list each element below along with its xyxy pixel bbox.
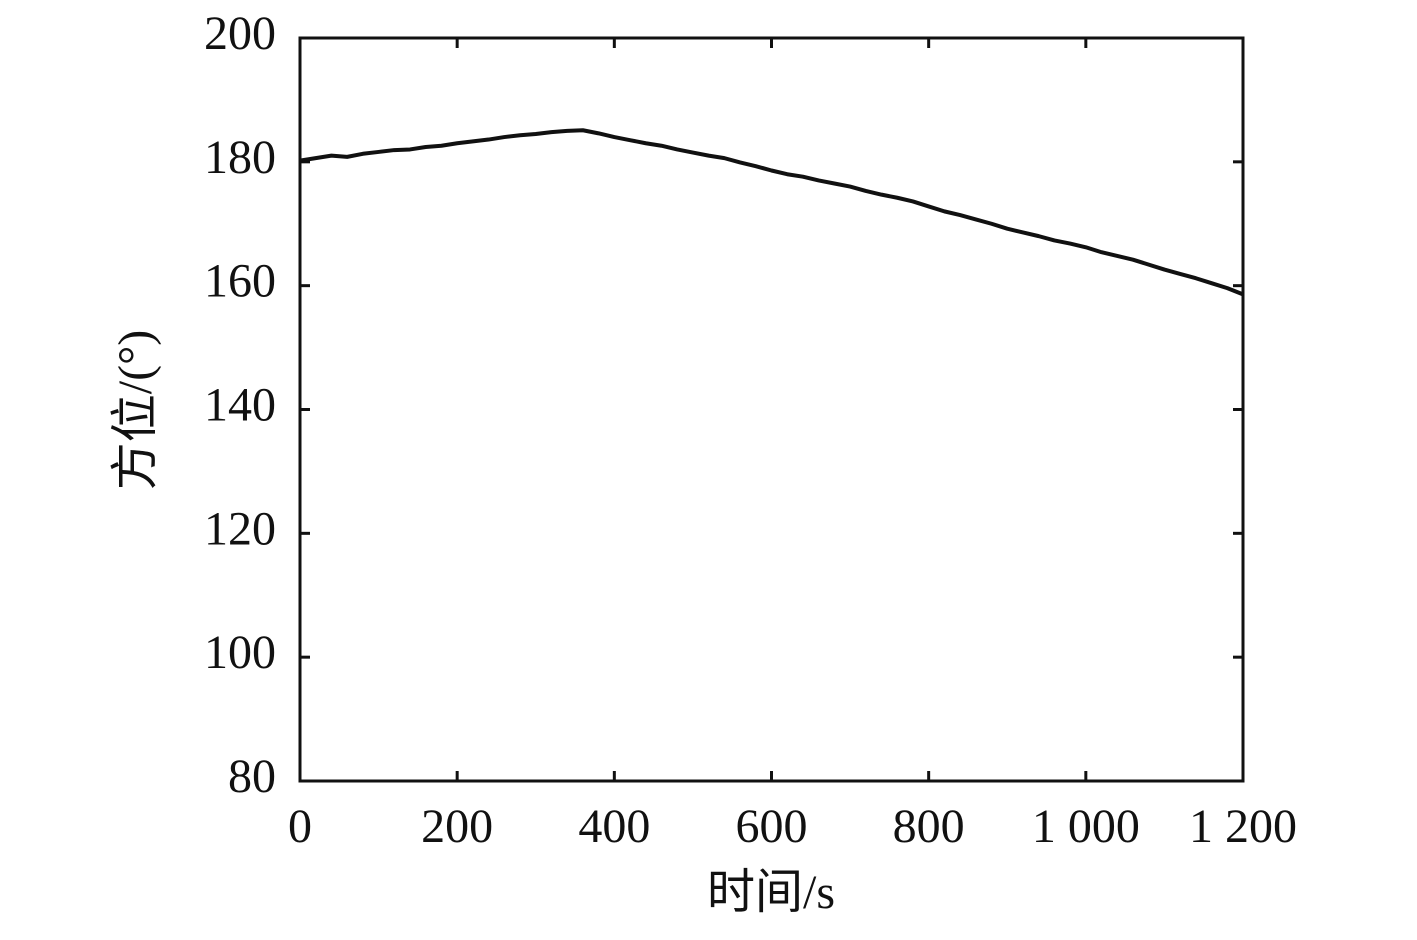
x-tick-label: 600 (736, 800, 808, 853)
y-tick-label: 180 (204, 131, 276, 184)
y-axis-label: 方位/(°) (109, 330, 162, 491)
y-tick-label: 160 (204, 255, 276, 308)
y-tick-label: 100 (204, 626, 276, 679)
y-tick-label: 200 (204, 7, 276, 60)
x-tick-label: 200 (421, 800, 493, 853)
y-tick-label: 140 (204, 379, 276, 432)
x-tick-label: 800 (893, 800, 965, 853)
y-tick-label: 80 (228, 750, 276, 803)
x-tick-label: 0 (288, 800, 312, 853)
x-axis-label: 时间/s (707, 866, 835, 919)
data-line (299, 128, 1244, 297)
y-tick-label: 120 (204, 502, 276, 555)
x-tick-label: 1 000 (1032, 800, 1140, 853)
x-tick-label: 400 (578, 800, 650, 853)
plot-frame (298, 36, 1245, 783)
x-tick-label: 1 200 (1189, 800, 1297, 853)
